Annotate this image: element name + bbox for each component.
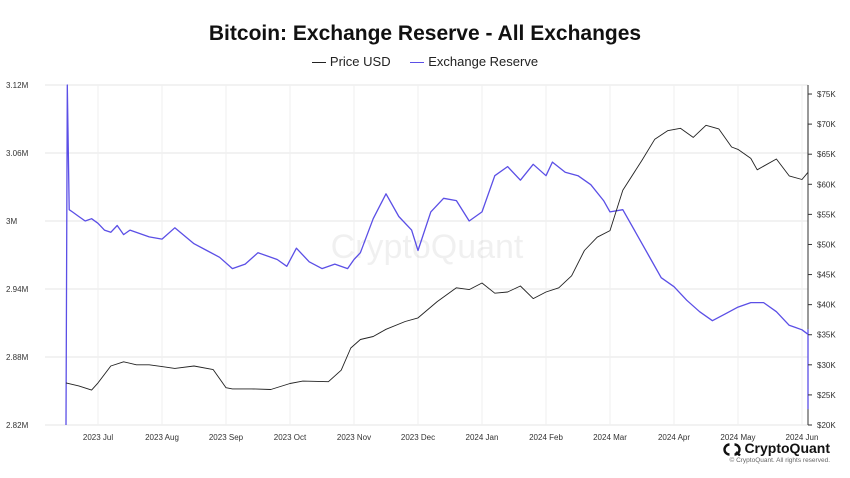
x-tick-label: 2023 Aug	[145, 433, 179, 442]
right-tick-label: $45K	[817, 271, 836, 280]
x-tick-label: 2023 Dec	[401, 433, 435, 442]
series-line-price-usd	[65, 122, 809, 391]
right-tick-label: $60K	[817, 180, 836, 189]
watermark: CryptoQuant	[331, 228, 524, 266]
right-tick-label: $20K	[817, 421, 836, 430]
right-tick-label: $25K	[817, 391, 836, 400]
left-tick-label: 3.06M	[6, 149, 29, 158]
right-tick-label: $35K	[817, 331, 836, 340]
x-axis-ticks: 2023 Jul 2023 Aug 2023 Sep 2023 Oct 2023 Nov…	[83, 433, 819, 442]
x-tick-label: 2024 May	[720, 433, 755, 442]
legend-swatch-price	[311, 62, 326, 64]
brand-name-row: CryptoQuant	[723, 440, 830, 456]
right-tick-label: $50K	[817, 240, 836, 249]
legend-item-price[interactable]: Price USD	[311, 54, 391, 69]
legend: Price USD Exchange Reserve	[0, 54, 850, 69]
right-tick-label: $65K	[817, 150, 836, 159]
right-axis-ticks: $20K $25K $30K $35K $40K $45K $50K $55K $60K $65K…	[808, 90, 836, 430]
chart-title: Bitcoin: Exchange Reserve - All Exchange…	[208, 22, 642, 45]
x-tick-label: 2023 Jul	[83, 433, 113, 442]
left-axis-ticks: 2.82M 2.88M 2.94M 3M 3.06M 3.12M	[6, 81, 29, 430]
legend-label-price: Price USD	[329, 54, 391, 69]
left-tick-label: 2.88M	[6, 353, 29, 362]
right-tick-label: $55K	[817, 210, 836, 219]
left-tick-label: 3M	[6, 217, 17, 226]
x-tick-label: 2024 Apr	[658, 433, 690, 442]
series-layer	[65, 84, 809, 426]
brand-block: CryptoQuant © CryptoQuant. All rights re…	[723, 440, 830, 464]
left-tick-label: 2.82M	[6, 421, 29, 430]
legend-swatch-reserve	[410, 62, 425, 64]
left-tick-label: 2.94M	[6, 285, 29, 294]
left-tick-label: 3.12M	[6, 81, 29, 90]
x-tick-label: 2024 Jan	[466, 433, 499, 442]
right-tick-label: $70K	[817, 120, 836, 129]
x-tick-label: 2023 Oct	[274, 433, 307, 442]
right-tick-label: $40K	[817, 301, 836, 310]
right-tick-label: $75K	[817, 90, 836, 99]
x-tick-label: 2024 Jun	[786, 433, 819, 442]
right-tick-label: $30K	[817, 361, 836, 370]
brand-name: CryptoQuant	[744, 440, 830, 456]
brand-copyright: © CryptoQuant. All rights reserved.	[729, 457, 830, 464]
cryptoquant-logo-icon	[723, 443, 742, 456]
legend-item-reserve[interactable]: Exchange Reserve	[410, 54, 538, 69]
x-tick-label: 2023 Nov	[337, 433, 371, 442]
legend-label-reserve: Exchange Reserve	[428, 54, 539, 69]
x-tick-label: 2023 Sep	[209, 433, 244, 442]
x-tick-label: 2024 Feb	[529, 433, 563, 442]
x-tick-label: 2024 Mar	[593, 433, 627, 442]
series-line-exchange-reserve	[65, 84, 809, 426]
gridlines	[45, 84, 808, 426]
